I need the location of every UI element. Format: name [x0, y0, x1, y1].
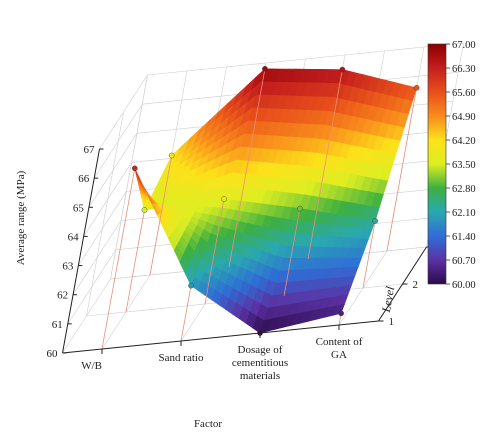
grid-line [110, 74, 148, 280]
y-axis-label: Level [379, 285, 398, 315]
colorbar-tick-label: 64.90 [452, 112, 476, 123]
grid-line [93, 103, 143, 179]
stem-line [283, 208, 301, 297]
grid-line [72, 220, 122, 295]
colorbar-tick-label: 61.40 [452, 232, 476, 243]
data-point [372, 218, 378, 224]
z-axis [62, 148, 100, 354]
stem-line [307, 69, 343, 260]
z-axis-label: Average range (MPa) [15, 170, 27, 265]
stem-line [149, 155, 173, 276]
z-tick-label: 65 [73, 202, 85, 214]
x-tick-label: Content of GA [316, 336, 363, 361]
x-axis [62, 320, 379, 354]
y-tick-label: 2 [413, 279, 419, 291]
data-point [338, 310, 344, 317]
grid-line [78, 191, 127, 266]
stem-line [125, 209, 145, 313]
grid-line [67, 249, 117, 325]
stem-line [386, 87, 417, 252]
colorbar-tick-label: 64.20 [452, 136, 476, 147]
grid-line [86, 111, 124, 317]
z-tick-label: 63 [62, 261, 74, 273]
data-point [188, 282, 194, 289]
stem-line [204, 199, 225, 305]
colorbar-tick-label: 66.30 [452, 64, 476, 75]
data-point [262, 66, 268, 72]
colorbar-tick-label: 60.70 [452, 256, 476, 267]
data-point [413, 85, 420, 91]
colorbar-tick-label: 63.50 [452, 160, 476, 171]
z-tick-label: 67 [84, 144, 96, 156]
stem-line [362, 220, 376, 289]
data-point [297, 205, 303, 212]
colorbar-tick-label: 62.80 [452, 184, 476, 195]
grid-line [147, 42, 464, 76]
colorbar-tick-label: 65.60 [452, 88, 476, 99]
x-tick-label: W/B [81, 360, 102, 372]
data-point [168, 152, 175, 159]
z-tick-label: 61 [52, 319, 63, 331]
colorbar-tick-label: 62.10 [452, 208, 476, 219]
stem-line [228, 68, 266, 268]
stem-line [180, 285, 192, 342]
z-tick-label: 60 [47, 348, 59, 360]
data-point [141, 207, 148, 213]
x-tick-label: Dosage of cementitious materials [232, 344, 288, 382]
z-tick-label: 66 [78, 173, 90, 185]
data-point [221, 196, 227, 202]
y-tick-label: 1 [389, 316, 395, 328]
data-point [131, 165, 138, 172]
x-axis-label: Factor [194, 418, 222, 430]
grid-line [88, 133, 138, 208]
colorbar-tick-label: 67.00 [452, 40, 476, 51]
x-tick-label: Sand ratio [159, 352, 204, 364]
grid-line [83, 162, 132, 237]
grid-line [99, 74, 148, 150]
colorbar [427, 43, 447, 285]
colorbar-tick-label: 60.00 [452, 280, 476, 291]
stem-line [101, 168, 136, 350]
data-point [339, 66, 346, 73]
z-tick-label: 64 [68, 231, 80, 243]
z-tick-label: 62 [57, 290, 68, 302]
